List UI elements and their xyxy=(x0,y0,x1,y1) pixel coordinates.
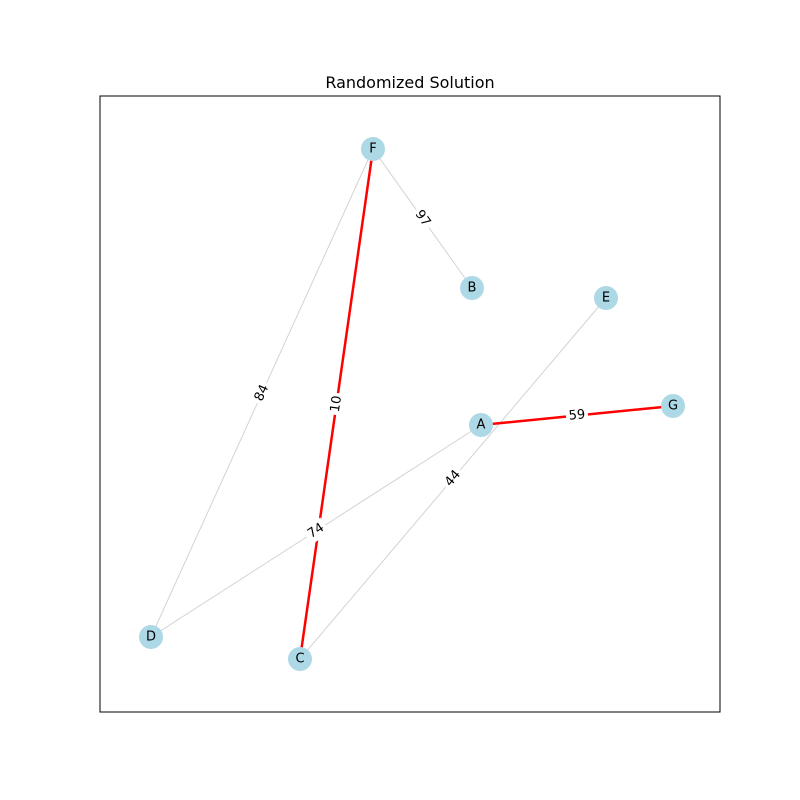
node-g: G xyxy=(661,394,685,418)
edge-label-f-d: 84 xyxy=(249,379,275,407)
edge-label-background xyxy=(249,379,275,407)
node-circle xyxy=(460,276,484,300)
edge-weight-text: 10 xyxy=(328,395,345,414)
node-label: D xyxy=(146,630,156,645)
node-c: C xyxy=(288,647,312,671)
node-label: C xyxy=(295,652,304,667)
node-label: E xyxy=(602,291,610,306)
edge-label-background xyxy=(439,464,467,493)
edge-label-f-b: 97 xyxy=(408,204,437,233)
node-circle xyxy=(594,286,618,310)
node-f: F xyxy=(361,137,385,161)
edge-weight-text: 84 xyxy=(252,382,273,403)
node-b: B xyxy=(460,276,484,300)
edges-layer xyxy=(150,148,674,660)
node-label: A xyxy=(477,418,486,433)
edge-label-a-d: 74 xyxy=(301,517,331,545)
edge-label-background xyxy=(301,517,331,545)
edge-label-f-c: 10 xyxy=(326,391,347,417)
node-e: E xyxy=(594,286,618,310)
node-circle xyxy=(288,647,312,671)
node-d: D xyxy=(139,625,163,649)
node-a: A xyxy=(469,413,493,437)
edge-label-a-g: 59 xyxy=(565,405,589,426)
edge-labels-layer: 97 84 10 59 74 44 xyxy=(249,204,589,545)
node-circle xyxy=(469,413,493,437)
nodes-layer: A B C D E F G xyxy=(139,137,685,671)
plot-frame xyxy=(99,95,721,713)
edge-label-e-c: 44 xyxy=(439,464,467,493)
node-circle xyxy=(661,394,685,418)
node-label: G xyxy=(668,399,678,414)
edge-label-background xyxy=(326,391,347,417)
edge-label-background xyxy=(565,405,589,426)
node-label: F xyxy=(369,142,376,157)
edge-weight-text: 59 xyxy=(568,407,586,424)
node-label: B xyxy=(468,281,477,296)
figure-title: Randomized Solution xyxy=(325,73,494,92)
node-circle xyxy=(139,625,163,649)
node-circle xyxy=(361,137,385,161)
edge-label-background xyxy=(408,204,437,233)
